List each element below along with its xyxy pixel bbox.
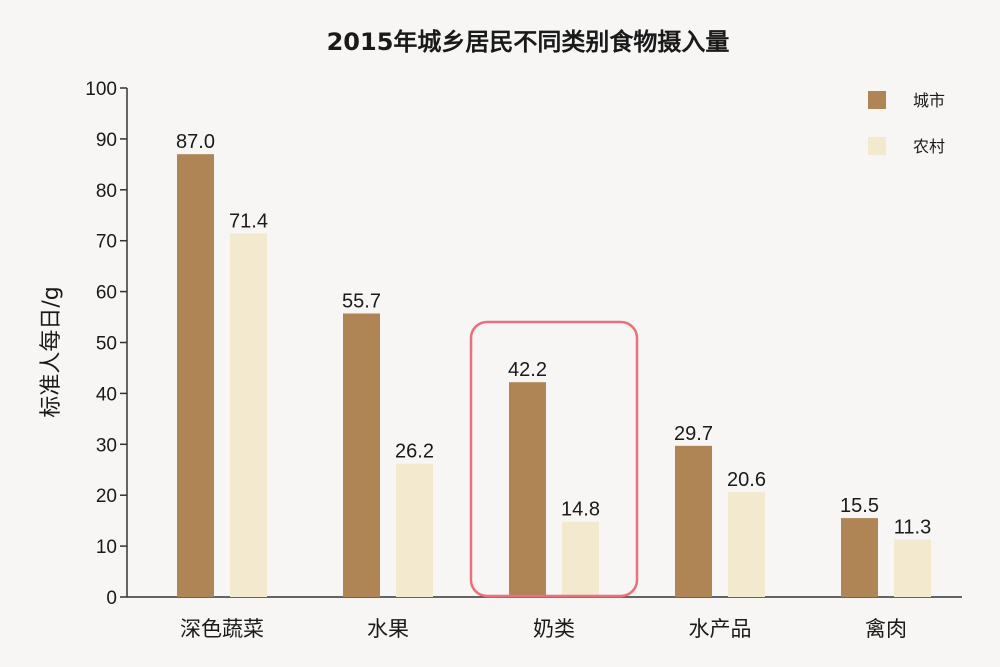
- y-tick-label: 90: [96, 130, 117, 151]
- y-tick-label: 30: [96, 435, 117, 456]
- category-label: 水果: [367, 617, 409, 641]
- bar-urban: [841, 518, 878, 597]
- value-label: 87.0: [176, 131, 215, 153]
- highlight-box: [469, 320, 639, 598]
- bar-rural: [894, 539, 931, 597]
- value-label: 71.4: [229, 211, 268, 233]
- y-tick-label: 0: [106, 588, 117, 609]
- bars: [177, 154, 931, 598]
- y-tick-label: 10: [96, 537, 117, 558]
- highlight: [469, 320, 639, 598]
- bar-urban: [509, 382, 546, 597]
- bar-rural: [562, 521, 599, 597]
- value-label: 15.5: [840, 495, 879, 517]
- bar-urban: [177, 154, 214, 598]
- category-label: 奶类: [533, 617, 575, 641]
- chart-title: 2015年城乡居民不同类别食物摄入量: [327, 28, 730, 56]
- value-label: 29.7: [674, 423, 713, 445]
- y-tick-label: 80: [96, 181, 117, 202]
- bar-urban: [343, 313, 380, 597]
- value-label: 14.8: [561, 499, 600, 521]
- legend-swatch: [868, 137, 886, 155]
- value-label: 42.2: [508, 359, 547, 381]
- category-label: 水产品: [689, 617, 752, 641]
- bar-rural: [396, 463, 433, 597]
- legend-label: 农村: [913, 137, 945, 156]
- category-labels: 深色蔬菜 水果 奶类 水产品 禽肉: [180, 617, 907, 641]
- axes: 0 10 20 30 40 50 60 70 80 90 100: [85, 79, 962, 609]
- value-label: 55.7: [342, 290, 381, 312]
- value-label: 11.3: [894, 516, 931, 538]
- category-label: 深色蔬菜: [180, 617, 264, 641]
- y-tick-label: 50: [96, 334, 117, 355]
- bar-rural: [728, 492, 765, 597]
- legend-label: 城市: [913, 91, 945, 110]
- value-labels: 87.0 71.4 55.7 26.2 42.2 14.8 29.7 20.6 15.5 11.3: [176, 131, 931, 538]
- bar-rural: [230, 233, 267, 597]
- y-tick-label: 60: [96, 283, 117, 304]
- y-tick-label: 40: [96, 384, 117, 405]
- y-axis-label: 标准人每日/g: [39, 286, 64, 417]
- y-tick-label: 20: [96, 486, 117, 507]
- bar-urban: [675, 445, 712, 597]
- y-tick-label: 100: [85, 79, 117, 100]
- value-label: 20.6: [727, 469, 766, 491]
- category-label: 禽肉: [865, 617, 907, 641]
- legend-swatch: [868, 91, 886, 109]
- value-label: 26.2: [395, 441, 434, 463]
- y-tick-label: 70: [96, 232, 117, 253]
